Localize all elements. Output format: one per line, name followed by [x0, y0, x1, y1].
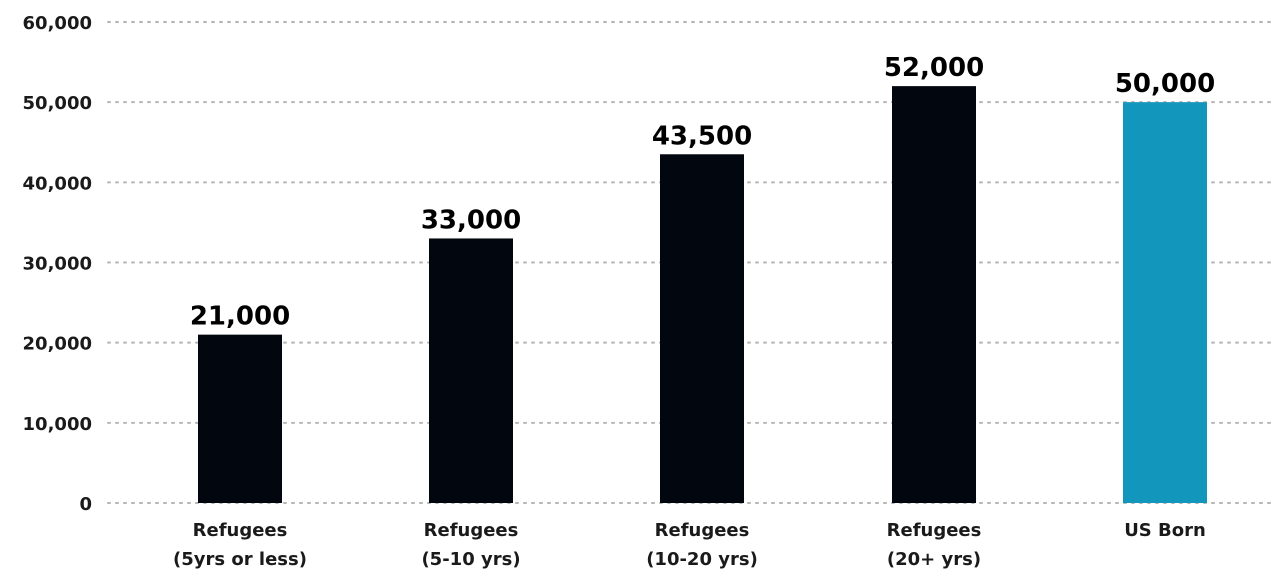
category-label-1-line-1: (5-10 yrs): [421, 549, 520, 570]
value-label-4: 50,000: [1115, 69, 1215, 99]
bar-0: [198, 334, 282, 503]
y-axis-tick-labels: 0 10,000 20,000 30,000 40,000 50,000 60,000: [23, 13, 92, 515]
value-label-1: 33,000: [421, 205, 521, 235]
y-tick-label: 30,000: [23, 254, 92, 275]
category-label-2-line-1: (10-20 yrs): [646, 549, 758, 570]
category-labels: Refugees (5yrs or less) Refugees (5-10 yrs)…: [173, 520, 1206, 570]
category-label-0-line-0: Refugees: [193, 520, 288, 541]
y-tick-label: 10,000: [23, 414, 92, 435]
category-label-4: US Born: [1124, 520, 1206, 541]
value-label-2: 43,500: [652, 121, 752, 151]
y-tick-label: 0: [79, 494, 92, 515]
bar-2: [660, 154, 744, 503]
y-tick-label: 50,000: [23, 93, 92, 114]
category-label-3-line-1: (20+ yrs): [887, 549, 981, 570]
bars: [198, 86, 1207, 504]
category-label-2-line-0: Refugees: [655, 520, 750, 541]
value-label-3: 52,000: [884, 53, 984, 83]
y-tick-label: 40,000: [23, 173, 92, 194]
value-labels: 21,000 33,000 43,500 52,000 50,000: [190, 53, 1215, 332]
category-label-3-line-0: Refugees: [887, 520, 982, 541]
y-tick-label: 60,000: [23, 13, 92, 34]
bar-1: [429, 238, 513, 503]
value-label-0: 21,000: [190, 302, 290, 332]
bar-3: [892, 86, 976, 503]
category-label-0-line-1: (5yrs or less): [173, 549, 307, 570]
y-tick-label: 20,000: [23, 334, 92, 355]
gridlines: [107, 21, 1273, 504]
category-label-1-line-0: Refugees: [424, 520, 519, 541]
bar-4: [1123, 102, 1207, 504]
